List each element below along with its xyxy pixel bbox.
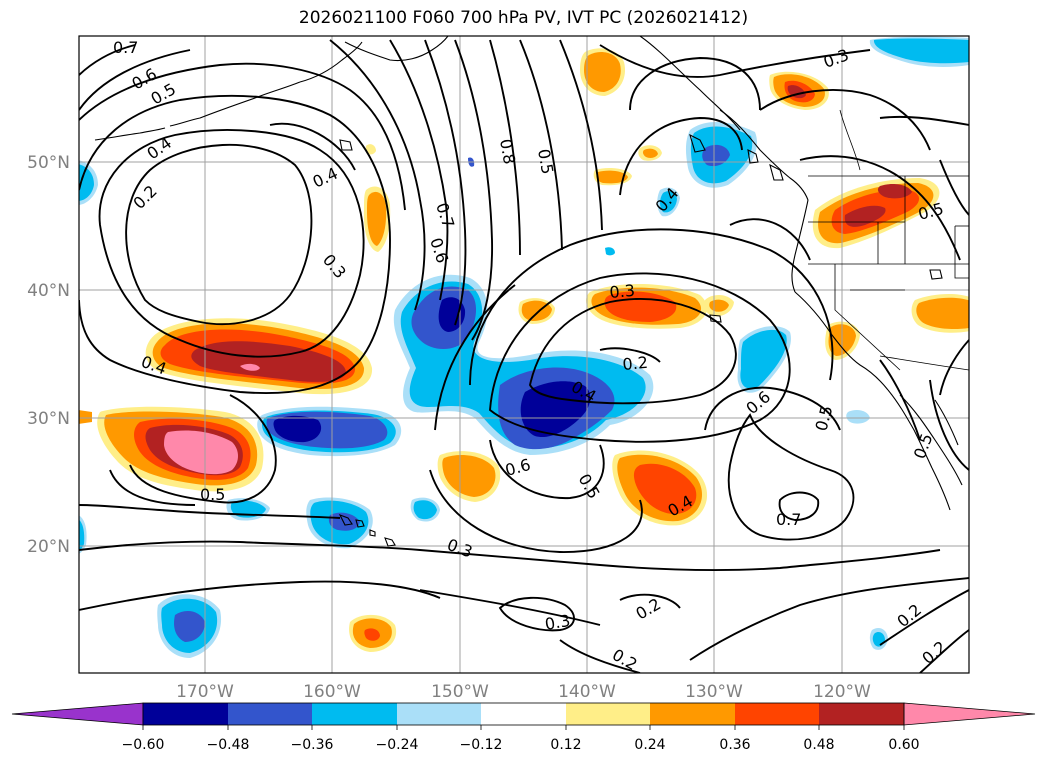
- colorbar-segment: [819, 703, 904, 725]
- colorbar-tick-label: 0.60: [888, 737, 919, 753]
- colorbar-segment: [312, 703, 397, 725]
- lon-label-120w: 120°W: [813, 682, 871, 702]
- latitude-labels: 50°N 40°N 30°N 20°N: [27, 153, 70, 557]
- colorbar-tick-label: 0.36: [719, 737, 750, 753]
- pv-shading: [79, 36, 969, 658]
- plot-frame: [78, 35, 970, 674]
- contour-label: 0.5: [200, 485, 225, 504]
- colorbar: −0.60 −0.48 −0.36 −0.24 −0.12 0.12 0.24 …: [11, 702, 1036, 753]
- ivt-contours: [79, 39, 969, 673]
- colorbar-segment: [735, 703, 819, 725]
- colorbar-tick-label: 0.24: [634, 737, 665, 753]
- colorbar-segment: [143, 703, 228, 725]
- lat-label-40n: 40°N: [27, 281, 70, 301]
- political-borders: [808, 109, 969, 371]
- colorbar-tick-label: 0.12: [550, 737, 581, 753]
- colorbar-segment: [566, 703, 650, 725]
- lat-label-30n: 30°N: [27, 409, 70, 429]
- map-title: 2026021100 F060 700 hPa PV, IVT PC (2026…: [298, 8, 749, 28]
- contour-label: 0.7: [113, 38, 138, 57]
- lon-label-150w: 150°W: [431, 682, 489, 702]
- contour-label: 0.3: [609, 281, 636, 302]
- contour-label: 0.2: [622, 353, 649, 374]
- longitude-labels: 170°W 160°W 150°W 140°W 130°W 120°W: [176, 682, 871, 702]
- colorbar-tick-label: 0.48: [803, 737, 834, 753]
- colorbar-segment: [903, 702, 1036, 726]
- lat-label-50n: 50°N: [27, 153, 70, 173]
- colorbar-segment: [397, 703, 481, 725]
- coastlines: [94, 36, 963, 547]
- colorbar-tick-label: −0.24: [376, 737, 419, 753]
- colorbar-tick-label: −0.12: [460, 737, 503, 753]
- colorbar-segment: [228, 703, 312, 725]
- colorbar-tick-label: −0.60: [122, 737, 165, 753]
- contour-label: 0.5: [534, 147, 557, 175]
- lon-label-130w: 130°W: [685, 682, 743, 702]
- colorbar-tick-label: −0.36: [291, 737, 334, 753]
- map-plot-area: 0.7 0.6 0.5 0.4 0.2 0.4 0.3 0.7 0.6 0.8 …: [79, 36, 969, 673]
- colorbar-segment: [11, 702, 144, 726]
- contour-label: 0.3: [543, 611, 571, 634]
- graticule: [79, 36, 969, 673]
- colorbar-segment: [481, 703, 566, 725]
- colorbar-tick-label: −0.48: [207, 737, 250, 753]
- colorbar-ticks: [142, 725, 905, 730]
- contour-label: 0.8: [496, 137, 519, 165]
- colorbar-frame: [142, 702, 905, 726]
- lat-label-20n: 20°N: [27, 537, 70, 557]
- lon-label-170w: 170°W: [176, 682, 234, 702]
- colorbar-segment: [650, 703, 735, 725]
- lon-label-160w: 160°W: [303, 682, 361, 702]
- contour-label: 0.7: [776, 510, 801, 529]
- lon-label-140w: 140°W: [558, 682, 616, 702]
